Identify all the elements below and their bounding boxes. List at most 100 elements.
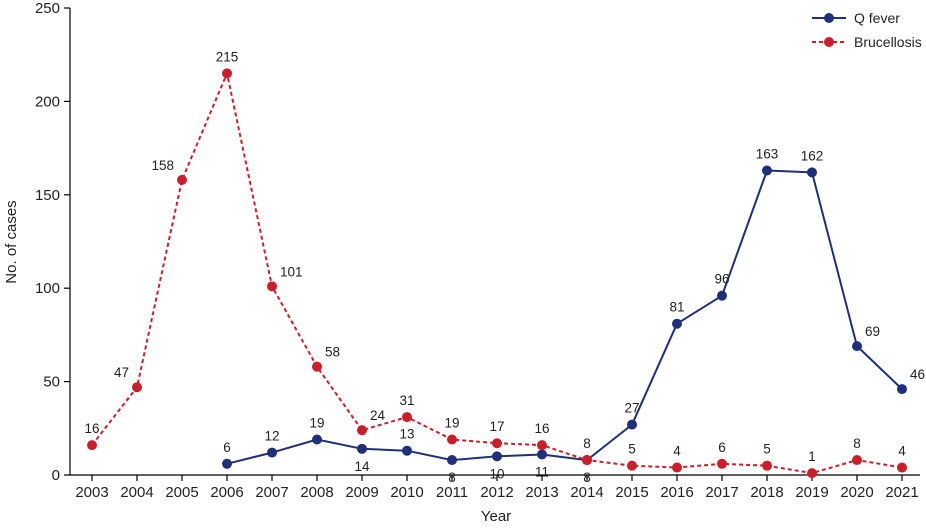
data-label: 8 [448,470,456,485]
data-point [852,455,862,466]
x-tick-label: 2016 [660,484,693,501]
data-label: 12 [264,429,279,444]
legend-marker [824,37,834,47]
data-point [222,68,232,79]
data-label: 16 [534,421,549,436]
x-tick-label: 2009 [345,484,378,501]
x-tick-label: 2004 [120,484,153,501]
x-tick-label: 2021 [885,484,918,501]
series-line [226,169,903,465]
y-tick-label: 50 [43,374,60,391]
data-label: 10 [489,466,504,481]
data-label: 69 [865,324,880,339]
data-point [222,458,232,469]
data-label: 6 [223,440,231,455]
x-tick-label: 2012 [480,484,513,501]
data-point [717,290,727,301]
x-tick-label: 2020 [840,484,873,501]
data-label: 81 [669,300,684,315]
data-point [537,440,547,451]
x-tick-label: 2015 [615,484,648,501]
data-point [537,449,547,460]
x-tick-label: 2013 [525,484,558,501]
data-point [357,425,367,436]
data-point [492,438,502,449]
x-tick-label: 2005 [165,484,198,501]
x-tick-label: 2017 [705,484,738,501]
data-label: 16 [84,421,99,436]
x-tick-label: 2003 [75,484,108,501]
data-label: 14 [354,459,370,474]
data-point [762,460,772,471]
legend-label: Brucellosis [854,34,922,50]
y-tick-label: 250 [35,0,60,17]
x-tick-label: 2019 [795,484,828,501]
data-label: 58 [325,345,340,360]
data-point [402,445,412,456]
data-point [762,165,772,176]
data-label: 162 [801,148,824,163]
x-axis-title: Year [481,508,511,525]
data-label: 31 [399,393,414,408]
data-point [717,458,727,469]
y-axis-title: No. of cases [3,200,20,283]
y-tick-label: 200 [35,93,60,110]
legend-marker [824,13,834,23]
x-tick-label: 2006 [210,484,243,501]
y-tick-label: 0 [52,467,60,484]
data-label: 27 [624,401,639,416]
data-point [672,318,682,329]
x-tick-label: 2007 [255,484,288,501]
y-ticks: 0 50 100 150 200 250 [35,0,70,484]
data-label: 47 [114,365,129,380]
data-label: 6 [718,440,726,455]
data-point [672,462,682,473]
data-point [897,462,907,473]
data-label: 163 [756,147,779,162]
data-label: 158 [151,158,174,173]
x-tick-label: 2018 [750,484,783,501]
y-tick-label: 100 [35,280,60,297]
data-label: 101 [280,264,303,279]
data-point [87,440,97,451]
data-label: 24 [370,408,386,423]
data-label: 8 [583,436,591,451]
data-label: 8 [853,436,861,451]
data-label: 4 [898,444,906,459]
data-point [267,281,277,292]
axes [69,8,920,476]
data-label: 1 [808,449,816,464]
data-point [357,443,367,454]
data-point [897,384,907,395]
data-label: 46 [910,367,925,382]
data-label: 8 [583,470,591,485]
data-point [267,447,277,458]
data-label: 5 [763,442,771,457]
data-label: 19 [309,416,324,431]
data-point [627,460,637,471]
series-line [91,72,903,475]
y-tick-label: 150 [35,187,60,204]
data-point [852,341,862,352]
data-point [627,419,637,430]
x-tick-label: 2010 [390,484,423,501]
data-point [492,451,502,462]
data-point [312,361,322,372]
series-brucellosis: 16 47 158 215 101 58 24 31 19 17 16 8 5 4 6 5 1 8 4 [84,49,907,479]
data-label: 19 [444,416,459,431]
x-tick-label: 2014 [570,484,603,501]
data-point [447,455,457,466]
data-label: 13 [399,427,414,442]
x-ticks: 2003 2004 2005 2006 2007 2008 2009 2010 2011 2012… [75,475,919,501]
data-label: 11 [535,464,549,479]
data-label: 4 [673,444,681,459]
x-tick-label: 2011 [436,484,468,501]
legend: Q fever Brucellosis [812,10,922,50]
x-tick-label: 2008 [300,484,333,501]
data-point [807,468,817,479]
data-point [582,455,592,466]
data-point [807,167,817,178]
